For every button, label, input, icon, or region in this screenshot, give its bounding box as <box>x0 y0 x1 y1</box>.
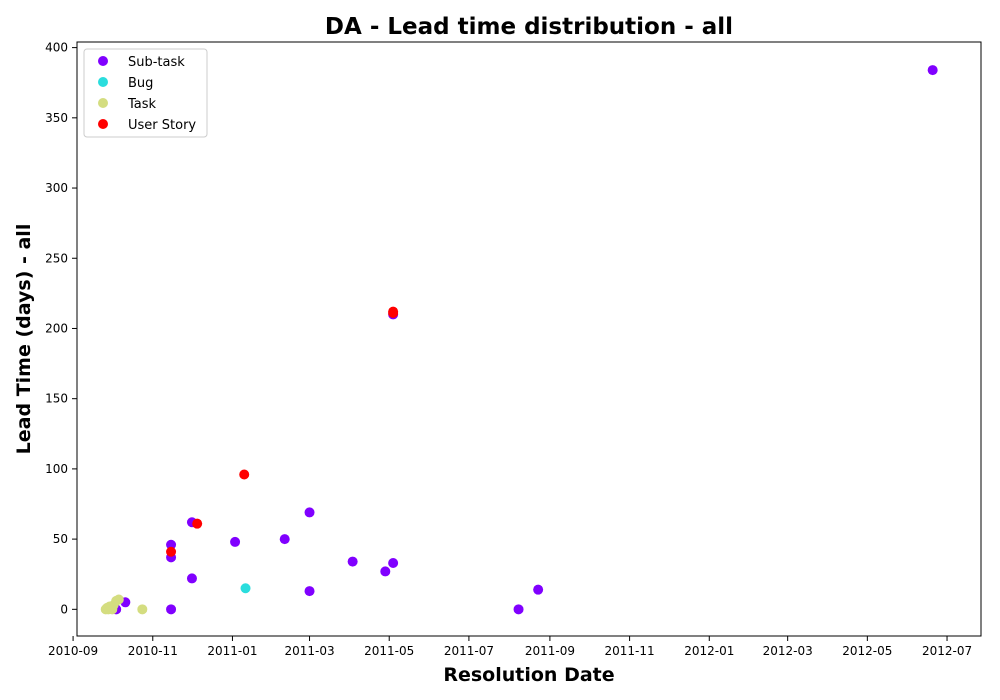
y-tick-label: 300 <box>45 181 68 195</box>
x-tick-label: 2011-01 <box>207 644 257 658</box>
x-tick-label: 2011-09 <box>525 644 575 658</box>
y-axis: 0 50 100 150 200 250 300 350 400 <box>45 41 77 616</box>
x-tick-label: 2012-03 <box>763 644 813 658</box>
y-axis-title: Lead Time (days) - all <box>13 224 35 455</box>
chart-title: DA - Lead time distribution - all <box>325 14 733 40</box>
y-tick-label: 350 <box>45 111 68 125</box>
y-tick-label: 400 <box>45 41 68 55</box>
point-sub-task <box>279 534 290 545</box>
y-tick-label: 150 <box>45 392 68 406</box>
points-layer <box>100 65 938 615</box>
legend-marker <box>98 56 108 66</box>
x-tick-label: 2010-11 <box>128 644 178 658</box>
legend-label: Sub-task <box>128 55 185 70</box>
point-sub-task <box>186 573 197 584</box>
legend-box <box>83 48 208 138</box>
point-sub-task <box>166 539 177 550</box>
x-tick-label: 2011-05 <box>364 644 414 658</box>
point-user-story <box>239 469 250 480</box>
point-sub-task <box>513 604 524 615</box>
x-tick-label: 2012-07 <box>922 644 972 658</box>
point-user-story <box>192 518 203 529</box>
point-sub-task <box>927 65 938 76</box>
legend-marker <box>98 98 108 108</box>
y-tick-label: 50 <box>53 532 68 546</box>
point-sub-task <box>304 507 315 518</box>
y-tick-label: 250 <box>45 251 68 265</box>
legend-marker <box>98 119 108 129</box>
legend-label: Task <box>127 97 157 112</box>
point-sub-task <box>166 604 177 615</box>
legend-label: Bug <box>128 76 153 91</box>
point-user-story <box>388 306 399 317</box>
point-sub-task <box>380 566 391 577</box>
y-tick-label: 0 <box>60 602 68 616</box>
y-tick-label: 100 <box>45 462 68 476</box>
point-sub-task <box>533 584 544 595</box>
x-tick-label: 2012-01 <box>684 644 734 658</box>
x-tick-label: 2011-07 <box>444 644 494 658</box>
point-sub-task <box>347 556 358 567</box>
y-tick-label: 200 <box>45 321 68 335</box>
x-tick-label: 2011-03 <box>284 644 334 658</box>
point-task <box>113 594 124 605</box>
x-tick-label: 2010-09 <box>48 644 98 658</box>
x-axis: 2010-09 2010-11 2011-01 2011-03 2011-05 2011-… <box>48 636 972 658</box>
legend-label: User Story <box>128 118 196 133</box>
legend: Sub-task Bug Task User Story <box>83 48 208 138</box>
point-bug <box>240 583 251 594</box>
x-tick-label: 2012-05 <box>842 644 892 658</box>
point-user-story <box>166 546 177 557</box>
x-axis-title: Resolution Date <box>443 664 614 686</box>
point-sub-task <box>304 586 315 597</box>
point-sub-task <box>230 536 241 547</box>
point-task <box>137 604 148 615</box>
point-sub-task <box>388 557 399 568</box>
x-tick-label: 2011-11 <box>605 644 655 658</box>
plot-frame <box>76 41 982 637</box>
legend-marker <box>98 77 108 87</box>
